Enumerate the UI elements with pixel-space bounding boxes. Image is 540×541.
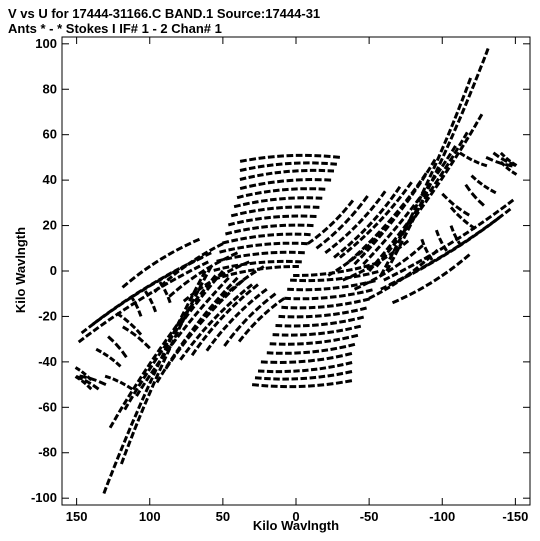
uv-track (499, 160, 518, 176)
uv-track (449, 206, 477, 231)
uv-track-conjugate (208, 265, 265, 312)
x-tick-label: 150 (66, 509, 88, 524)
uv-track (333, 185, 402, 259)
uv-track-conjugate (104, 374, 134, 391)
uv-track (239, 161, 338, 172)
uv-track (230, 205, 320, 218)
uv-track-conjugate (121, 237, 201, 289)
uv-track-conjugate (144, 290, 158, 313)
uv-track-conjugate (115, 311, 143, 336)
uv-track (353, 244, 424, 291)
uv-track (420, 238, 434, 261)
y-tick-label: 100 (35, 36, 57, 51)
y-tick-label: -60 (38, 399, 57, 414)
x-tick-label: -150 (502, 509, 528, 524)
uv-track (464, 183, 485, 207)
plot-title: V vs U for 17444-31166.C BAND.1 Source:1… (8, 6, 320, 21)
uv-track-conjugate (129, 294, 143, 317)
uv-track-conjugate (123, 270, 225, 411)
uv-track-conjugate (179, 283, 254, 361)
uv-track-conjugate (266, 342, 356, 355)
y-axis-ticks (62, 43, 530, 499)
uv-track-conjugate (223, 292, 277, 347)
uv-track-conjugate (275, 315, 365, 328)
uv-track (368, 248, 439, 300)
uv-track (391, 253, 471, 305)
uv-track-conjugate (107, 335, 128, 359)
uv-track-conjugate (74, 375, 93, 391)
uv-track (315, 195, 369, 250)
uv-track-conjugate (182, 260, 250, 303)
uv-track (338, 181, 413, 259)
uv-track (233, 196, 323, 209)
uv-track-conjugate (272, 324, 362, 337)
x-tick-label: 50 (216, 509, 230, 524)
uv-track-conjugate (122, 325, 151, 350)
uv-track (470, 174, 497, 195)
uv-track-conjugate (135, 276, 230, 397)
x-tick-label: -50 (360, 509, 379, 524)
uv-track (236, 187, 326, 200)
uv-track-conjugate (237, 297, 286, 343)
uv-track-conjugate (205, 288, 268, 352)
y-tick-label: -40 (38, 354, 57, 369)
x-tick-label: 100 (139, 509, 161, 524)
uv-track (342, 239, 410, 282)
uv-track (367, 131, 469, 272)
uv-track-conjugate (190, 283, 259, 357)
uv-track-conjugate (168, 251, 239, 298)
uv-track (239, 168, 335, 181)
uv-track (434, 229, 448, 252)
y-tick-label: 60 (43, 127, 57, 142)
uv-track-conjugate (254, 370, 353, 381)
uv-track-conjugate (251, 379, 353, 389)
x-tick-label: 0 (292, 509, 299, 524)
uv-track-conjugate (269, 333, 359, 346)
x-axis-ticks (76, 37, 516, 505)
y-tick-label: 80 (43, 81, 57, 96)
y-tick-label: 40 (43, 172, 57, 187)
uv-track (239, 153, 341, 163)
uv-track (327, 230, 384, 277)
uv-track-conjugate (278, 306, 367, 319)
uv-track-conjugate (158, 281, 172, 304)
uv-track (324, 190, 387, 254)
y-tick-label: -100 (31, 490, 57, 505)
uv-track-conjugate (260, 351, 353, 364)
y-tick-label: -20 (38, 308, 57, 323)
uv-track-conjugate (153, 242, 224, 294)
uv-track (362, 145, 457, 266)
uv-track (219, 241, 308, 254)
uv-track-conjugate (95, 347, 122, 368)
uv-track (222, 232, 311, 245)
uv-tracks (74, 47, 518, 495)
uv-track-conjugate (257, 361, 353, 374)
y-tick-label: -80 (38, 445, 57, 460)
y-axis-tick-labels: 100 80 60 40 20 0 -20 -40 -60 -80 -100 (31, 36, 57, 505)
uv-track (306, 199, 355, 245)
uv-track-conjugate (281, 297, 370, 310)
uv-track (225, 223, 314, 236)
uv-track (458, 151, 488, 168)
uv-track-conjugate (284, 288, 373, 301)
uv-track (449, 225, 463, 248)
uv-track-conjugate (74, 366, 93, 382)
y-axis-label: Kilo Wavlngth (13, 227, 28, 313)
y-tick-label: 20 (43, 218, 57, 233)
uv-track (441, 192, 470, 217)
x-axis-tick-labels: 150 100 50 0 -50 -100 -150 (66, 509, 529, 524)
uv-track (499, 151, 518, 167)
y-tick-label: 0 (50, 263, 57, 278)
x-axis-label: Kilo Wavlngth (253, 518, 339, 533)
uv-track (239, 178, 332, 191)
x-tick-label: -100 (429, 509, 455, 524)
uv-track (227, 214, 317, 227)
plot-subtitle: Ants * - * Stokes I IF# 1 - 2 Chan# 1 (8, 21, 222, 36)
